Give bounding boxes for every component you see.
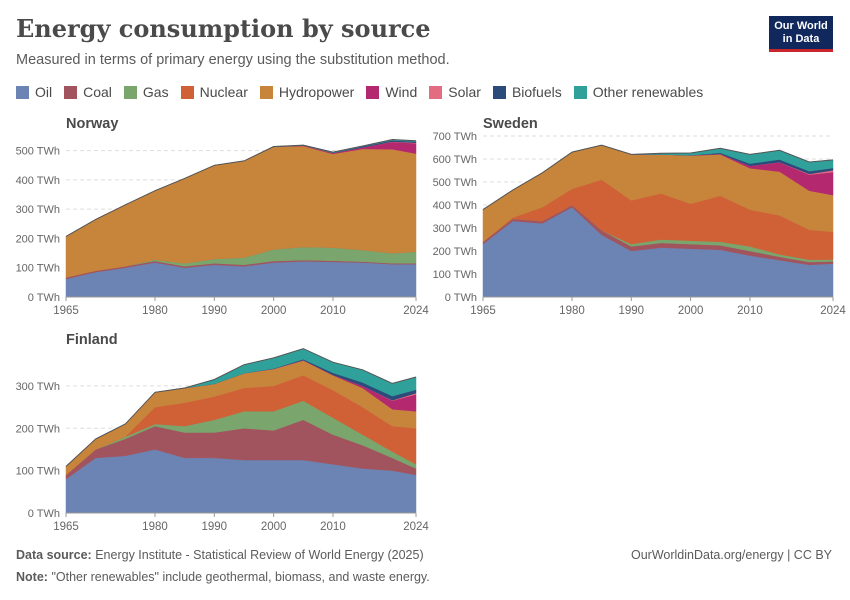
- legend-label-gas: Gas: [142, 84, 169, 100]
- legend-label-wind: Wind: [385, 84, 418, 100]
- legend-item-biofuels[interactable]: Biofuels: [492, 84, 562, 100]
- legend-item-oil[interactable]: Oil: [16, 84, 52, 100]
- footnote-text: "Other renewables" include geothermal, b…: [51, 570, 430, 584]
- legend-swatch-other-renewables: [573, 85, 587, 99]
- y-tick-label-sweden: 100 TWh: [433, 269, 477, 281]
- total-line-sweden: [482, 144, 834, 211]
- y-tick-label-norway: 200 TWh: [16, 233, 60, 245]
- legend: Oil Coal Gas Nuclear Hydropower Wind Sol…: [16, 84, 715, 100]
- footnote-label: Note:: [16, 570, 48, 584]
- legend-label-hydropower: Hydropower: [278, 84, 355, 100]
- data-source-text[interactable]: Energy Institute - Statistical Review of…: [95, 548, 424, 562]
- x-tick-label-norway: 1990: [202, 305, 228, 317]
- y-tick-label-sweden: 600 TWh: [433, 154, 477, 166]
- x-tick-label-sweden: 1965: [470, 305, 496, 317]
- legend-swatch-biofuels: [492, 85, 506, 99]
- y-tick-label-finland: 300 TWh: [16, 381, 60, 393]
- total-line-norway: [65, 138, 417, 237]
- y-tick-label-sweden: 0 TWh: [445, 292, 477, 304]
- y-tick-label-finland: 200 TWh: [16, 423, 60, 435]
- x-tick-label-finland: 2024: [403, 521, 429, 533]
- data-source-label: Data source:: [16, 548, 92, 562]
- panel-title-finland: Finland: [66, 332, 118, 348]
- x-tick-label-sweden: 2000: [678, 305, 704, 317]
- chart-title: Energy consumption by source: [16, 14, 431, 43]
- y-tick-label-norway: 0 TWh: [28, 292, 60, 304]
- panel-title-norway: Norway: [66, 116, 118, 132]
- y-tick-label-sweden: 300 TWh: [433, 223, 477, 235]
- legend-swatch-hydropower: [259, 85, 273, 99]
- x-tick-label-sweden: 2024: [820, 305, 846, 317]
- x-tick-label-norway: 2000: [261, 305, 287, 317]
- y-tick-label-sweden: 400 TWh: [433, 200, 477, 212]
- y-tick-label-norway: 300 TWh: [16, 204, 60, 216]
- legend-item-gas[interactable]: Gas: [123, 84, 169, 100]
- x-tick-label-finland: 1965: [53, 521, 79, 533]
- x-tick-label-norway: 1980: [142, 305, 168, 317]
- y-tick-label-norway: 100 TWh: [16, 263, 60, 275]
- legend-label-nuclear: Nuclear: [199, 84, 248, 100]
- footnote: Note: "Other renewables" include geother…: [16, 570, 430, 584]
- x-tick-label-finland: 1990: [202, 521, 228, 533]
- logo-line-1: Our World: [774, 20, 828, 32]
- y-tick-label-sweden: 500 TWh: [433, 177, 477, 189]
- legend-item-wind[interactable]: Wind: [366, 84, 417, 100]
- y-tick-label-finland: 0 TWh: [28, 508, 60, 520]
- legend-item-nuclear[interactable]: Nuclear: [180, 84, 248, 100]
- y-tick-label-finland: 100 TWh: [16, 466, 60, 478]
- legend-swatch-wind: [366, 85, 380, 99]
- legend-label-biofuels: Biofuels: [511, 84, 562, 100]
- legend-swatch-oil: [16, 85, 29, 99]
- legend-label-solar: Solar: [448, 84, 481, 100]
- y-tick-label-norway: 500 TWh: [16, 146, 60, 158]
- x-tick-label-sweden: 2010: [737, 305, 763, 317]
- legend-item-hydropower[interactable]: Hydropower: [259, 84, 355, 100]
- credit[interactable]: OurWorldinData.org/energy | CC BY: [630, 548, 832, 562]
- x-tick-label-finland: 2000: [261, 521, 287, 533]
- legend-swatch-gas: [123, 85, 137, 99]
- legend-label-coal: Coal: [83, 84, 112, 100]
- legend-item-other-renewables[interactable]: Other renewables: [573, 84, 704, 100]
- panel-title-sweden: Sweden: [483, 116, 538, 132]
- y-tick-label-sweden: 700 TWh: [433, 131, 477, 143]
- owid-logo[interactable]: Our World in Data: [769, 16, 833, 52]
- logo-line-2: in Data: [782, 33, 820, 45]
- total-line-finland: [65, 348, 417, 467]
- legend-swatch-coal: [64, 85, 78, 99]
- x-tick-label-norway: 2010: [320, 305, 346, 317]
- x-tick-label-finland: 2010: [320, 521, 346, 533]
- y-tick-label-norway: 400 TWh: [16, 175, 60, 187]
- x-tick-label-norway: 1965: [53, 305, 79, 317]
- chart-subtitle: Measured in terms of primary energy usin…: [16, 52, 450, 68]
- legend-item-solar[interactable]: Solar: [429, 84, 481, 100]
- x-tick-label-sweden: 1990: [619, 305, 645, 317]
- x-tick-label-norway: 2024: [403, 305, 429, 317]
- legend-swatch-nuclear: [180, 85, 194, 99]
- y-tick-label-sweden: 200 TWh: [433, 246, 477, 258]
- legend-swatch-solar: [429, 85, 443, 99]
- x-tick-label-sweden: 1980: [559, 305, 585, 317]
- x-tick-label-finland: 1980: [142, 521, 168, 533]
- legend-label-other-renewables: Other renewables: [592, 84, 704, 100]
- data-source: Data source: Energy Institute - Statisti…: [16, 548, 424, 562]
- legend-item-coal[interactable]: Coal: [64, 84, 112, 100]
- legend-label-oil: Oil: [35, 84, 53, 100]
